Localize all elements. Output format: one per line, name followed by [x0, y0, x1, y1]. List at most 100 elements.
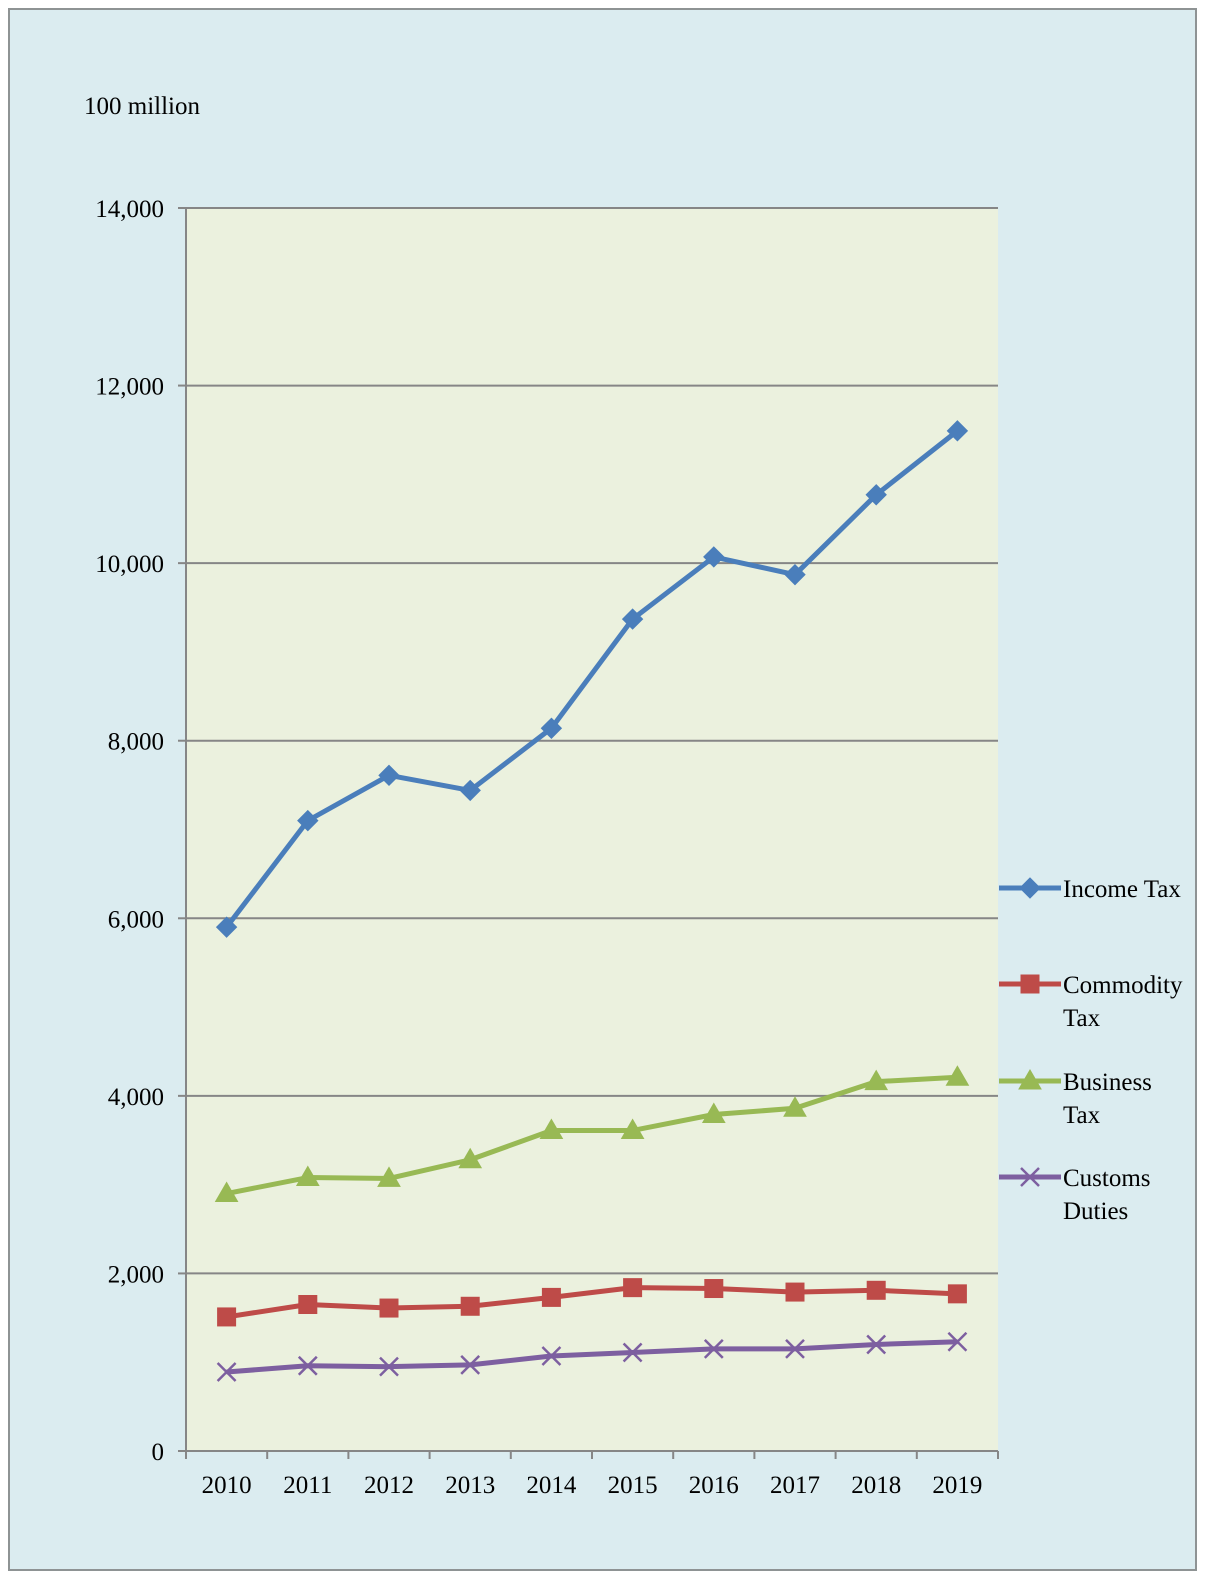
- data-point-triangle: [377, 1166, 401, 1187]
- data-point-square: [1020, 974, 1040, 994]
- legend-label: Tax: [1063, 1102, 1101, 1129]
- data-point-x: [947, 1331, 968, 1352]
- legend-label: Duties: [1063, 1198, 1128, 1225]
- data-point-square: [947, 1284, 967, 1304]
- data-point-triangle: [539, 1118, 564, 1139]
- data-point-triangle: [945, 1065, 970, 1086]
- x-tick-label: 2010: [202, 1472, 252, 1499]
- legend-item: Customs Duties: [999, 1165, 1151, 1225]
- data-point-square: [785, 1282, 805, 1302]
- legend-item: Business Tax: [999, 1069, 1152, 1129]
- legend-item: Income Tax: [999, 876, 1181, 903]
- series-business-tax: [214, 1065, 970, 1203]
- x-tick-label: 2011: [283, 1472, 332, 1499]
- y-tick-label: 10,000: [95, 551, 164, 578]
- data-point-triangle: [701, 1102, 726, 1124]
- data-point-diamond: [865, 484, 887, 506]
- x-tick-label: 2015: [608, 1472, 658, 1499]
- data-point-square: [704, 1279, 724, 1299]
- data-point-square: [298, 1295, 318, 1315]
- legend-label: Income Tax: [1063, 876, 1181, 903]
- y-tick-label: 0: [152, 1439, 165, 1466]
- data-point-x-stroke: [297, 1355, 318, 1376]
- data-point-diamond: [459, 779, 481, 802]
- y-tick-label: 8,000: [108, 729, 164, 756]
- plot-area: [186, 208, 998, 1451]
- data-point-square: [866, 1280, 886, 1300]
- legend: Income Tax Commodity Tax Business Tax Customs…: [999, 876, 1183, 1225]
- data-point-square: [460, 1296, 480, 1316]
- legend-label: Commodity: [1063, 972, 1183, 999]
- data-point-triangle: [1018, 1069, 1042, 1090]
- data-point-x: [460, 1354, 481, 1375]
- data-point-diamond: [621, 608, 644, 630]
- data-point-x: [785, 1339, 805, 1359]
- data-point-x-stroke: [866, 1334, 887, 1355]
- data-point-diamond: [297, 809, 319, 832]
- y-unit-label: 100 million: [84, 93, 200, 120]
- data-point-x: [297, 1355, 318, 1376]
- x-axis-ticks: 2010 2011 2012 2013 2014 2015 2016 2017 2018 2019: [185, 1451, 999, 1499]
- series-line: [226, 1339, 958, 1375]
- data-point-triangle: [295, 1165, 320, 1187]
- gridlines: [186, 207, 998, 1275]
- data-point-triangle: [214, 1181, 239, 1203]
- x-tick-label: 2014: [526, 1472, 577, 1499]
- data-point-square: [217, 1307, 237, 1327]
- data-point-x-stroke: [541, 1346, 562, 1366]
- data-point-diamond: [378, 764, 400, 787]
- y-tick-label: 6,000: [108, 906, 164, 933]
- data-point-x-stroke: [1020, 1167, 1040, 1187]
- data-point-diamond: [703, 546, 725, 568]
- y-tick-label: 2,000: [108, 1261, 164, 1288]
- series-income-tax: [215, 420, 969, 938]
- data-point-diamond: [784, 563, 806, 586]
- x-tick-label: 2019: [932, 1472, 982, 1499]
- data-point-diamond: [215, 916, 238, 938]
- data-point-x-stroke: [460, 1354, 481, 1375]
- legend-label: Business: [1063, 1069, 1152, 1096]
- data-point-x: [622, 1342, 643, 1363]
- y-tick-label: 14,000: [95, 196, 164, 223]
- data-point-square: [541, 1287, 561, 1307]
- data-point-triangle: [864, 1069, 889, 1091]
- y-axis-ticks: 0 2,000 4,000 6,000 8,000 10,000 12,000 14,000: [95, 196, 186, 1466]
- series-customs-duties: [216, 1331, 968, 1382]
- series-line: [226, 1074, 958, 1196]
- series-commodity-tax: [217, 1278, 967, 1327]
- data-point-x: [1020, 1167, 1040, 1187]
- data-point-x-stroke: [216, 1362, 237, 1382]
- x-tick-label: 2016: [689, 1472, 739, 1499]
- series-line: [224, 428, 959, 929]
- data-point-triangle: [458, 1147, 483, 1169]
- data-point-diamond: [1019, 877, 1041, 899]
- data-point-x-stroke: [379, 1356, 399, 1377]
- x-tick-label: 2017: [770, 1472, 820, 1499]
- data-point-x-stroke: [785, 1339, 805, 1359]
- x-tick-label: 2018: [851, 1472, 901, 1499]
- data-point-square: [623, 1278, 643, 1298]
- data-point-x-stroke: [622, 1342, 643, 1363]
- data-point-diamond: [946, 420, 969, 442]
- legend-label: Customs: [1063, 1165, 1151, 1192]
- series-layer: [214, 420, 970, 1382]
- data-point-triangle: [783, 1096, 807, 1117]
- data-point-diamond: [540, 717, 563, 739]
- legend-item: Commodity Tax: [999, 972, 1183, 1032]
- legend-label: Tax: [1063, 1005, 1101, 1032]
- data-point-triangle: [620, 1118, 645, 1139]
- series-line: [226, 1285, 958, 1320]
- data-point-x: [866, 1334, 887, 1355]
- data-point-x: [541, 1346, 562, 1366]
- x-tick-label: 2013: [445, 1472, 495, 1499]
- data-point-x: [703, 1339, 724, 1359]
- y-tick-label: 12,000: [95, 374, 164, 401]
- data-point-x-stroke: [947, 1331, 968, 1352]
- data-point-square: [379, 1298, 399, 1318]
- y-tick-label: 4,000: [108, 1084, 164, 1111]
- data-point-x: [216, 1362, 237, 1382]
- x-tick-label: 2012: [364, 1472, 414, 1499]
- data-point-x: [379, 1356, 399, 1377]
- data-point-x-stroke: [703, 1339, 724, 1359]
